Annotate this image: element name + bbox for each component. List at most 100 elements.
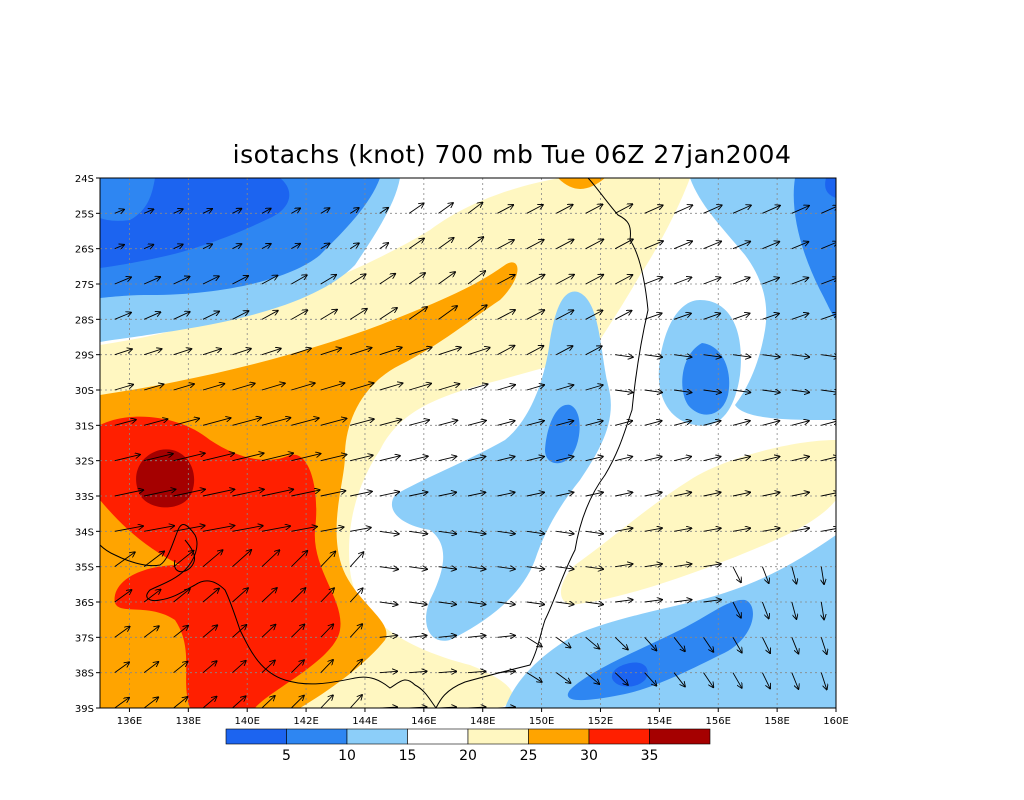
x-tick-label: 148E	[470, 716, 495, 727]
wind-vector	[585, 204, 603, 214]
wind-vector	[556, 531, 573, 533]
wind-vector	[202, 550, 222, 568]
wind-vector	[821, 566, 824, 584]
wind-vector	[644, 178, 646, 179]
colorbar-swatch	[649, 728, 711, 745]
colorbar-label: 20	[459, 748, 477, 764]
wind-vector	[261, 453, 293, 462]
wind-vector	[114, 526, 143, 532]
wind-vector	[732, 457, 750, 462]
wind-vector	[320, 348, 341, 356]
wind-vector	[703, 528, 721, 531]
wind-vector	[409, 671, 426, 672]
wind-vector	[114, 590, 132, 603]
wind-vector	[467, 492, 485, 497]
wind-vector	[408, 384, 431, 391]
wind-vector	[232, 526, 262, 532]
plot-frame	[99, 177, 837, 709]
wind-vector	[379, 567, 398, 570]
wind-vector	[320, 624, 333, 638]
wind-vector	[349, 695, 362, 708]
wind-vector	[497, 531, 514, 533]
wind-vector	[762, 178, 764, 179]
wind-vector	[556, 240, 573, 250]
wind-vector	[173, 589, 190, 603]
wind-vector	[202, 589, 219, 603]
wind-vector	[438, 203, 453, 214]
wind-vector	[320, 695, 333, 708]
y-tick-label: 37S	[75, 633, 94, 644]
wind-vector	[526, 531, 544, 533]
wind-vector	[114, 552, 135, 568]
wind-vector	[497, 275, 514, 285]
x-tick-label: 138E	[176, 716, 201, 727]
wind-vector	[202, 661, 217, 674]
wind-vector	[556, 457, 573, 462]
wind-vector	[762, 242, 779, 250]
wind-vector	[173, 697, 188, 708]
isotach-region-10-15	[682, 343, 730, 415]
grid-lines	[100, 177, 837, 709]
wind-vector	[349, 552, 363, 567]
wind-vector	[144, 489, 175, 497]
wind-vector	[291, 310, 307, 320]
wind-vector	[673, 241, 692, 250]
wind-vector	[173, 526, 205, 532]
wind-vector	[791, 601, 797, 619]
y-tick-label: 34S	[75, 527, 94, 538]
wind-vector	[438, 636, 456, 638]
wind-vector	[791, 313, 809, 320]
wind-vector	[526, 275, 544, 285]
wind-vector	[732, 672, 742, 688]
wind-vector	[379, 671, 397, 672]
colorbar-label: 15	[399, 748, 417, 764]
wind-vector	[526, 492, 544, 497]
wind-vector	[320, 588, 334, 603]
wind-vector	[497, 567, 514, 569]
x-tick-label: 154E	[647, 716, 672, 727]
wind-vector	[438, 420, 458, 426]
wind-vector	[438, 456, 457, 462]
wind-vector	[467, 203, 482, 214]
wind-vector	[408, 307, 427, 320]
wind-vector	[467, 636, 485, 638]
wind-vector	[143, 312, 160, 320]
y-tick-label: 29S	[75, 351, 94, 362]
x-tick-label: 144E	[352, 716, 377, 727]
wind-vector	[791, 278, 808, 285]
wind-vector	[732, 205, 751, 214]
wind-vector	[762, 278, 779, 285]
wind-vector	[732, 278, 750, 285]
isotach-region-5-10	[611, 662, 648, 687]
wind-vector	[615, 707, 616, 708]
wind-vector	[644, 355, 662, 357]
wind-vector	[585, 492, 603, 497]
wind-vector	[526, 178, 528, 179]
wind-vector	[703, 355, 721, 357]
wind-vector	[791, 206, 809, 214]
wind-vector	[585, 457, 603, 462]
x-tick-label: 156E	[706, 716, 731, 727]
wind-vector	[644, 528, 662, 531]
wind-vector	[703, 278, 721, 285]
wind-vector	[350, 274, 365, 285]
wind-vector	[408, 273, 425, 285]
wind-vector	[703, 457, 721, 462]
colorbar-swatch	[467, 728, 529, 745]
y-tick-label: 38S	[75, 669, 94, 680]
wind-vector	[615, 355, 633, 357]
wind-vector	[791, 178, 793, 179]
wind-vector	[526, 240, 544, 250]
wind-vector	[556, 492, 573, 497]
wind-vector	[732, 313, 750, 320]
wind-vector	[556, 636, 570, 647]
wind-vector	[615, 178, 617, 179]
wind-vector	[291, 527, 316, 532]
wind-vector	[556, 672, 570, 683]
wind-vector	[143, 626, 159, 638]
wind-vector	[732, 637, 742, 652]
wind-vector	[320, 383, 345, 391]
wind-vector	[409, 635, 426, 637]
wind-vector	[614, 637, 628, 649]
